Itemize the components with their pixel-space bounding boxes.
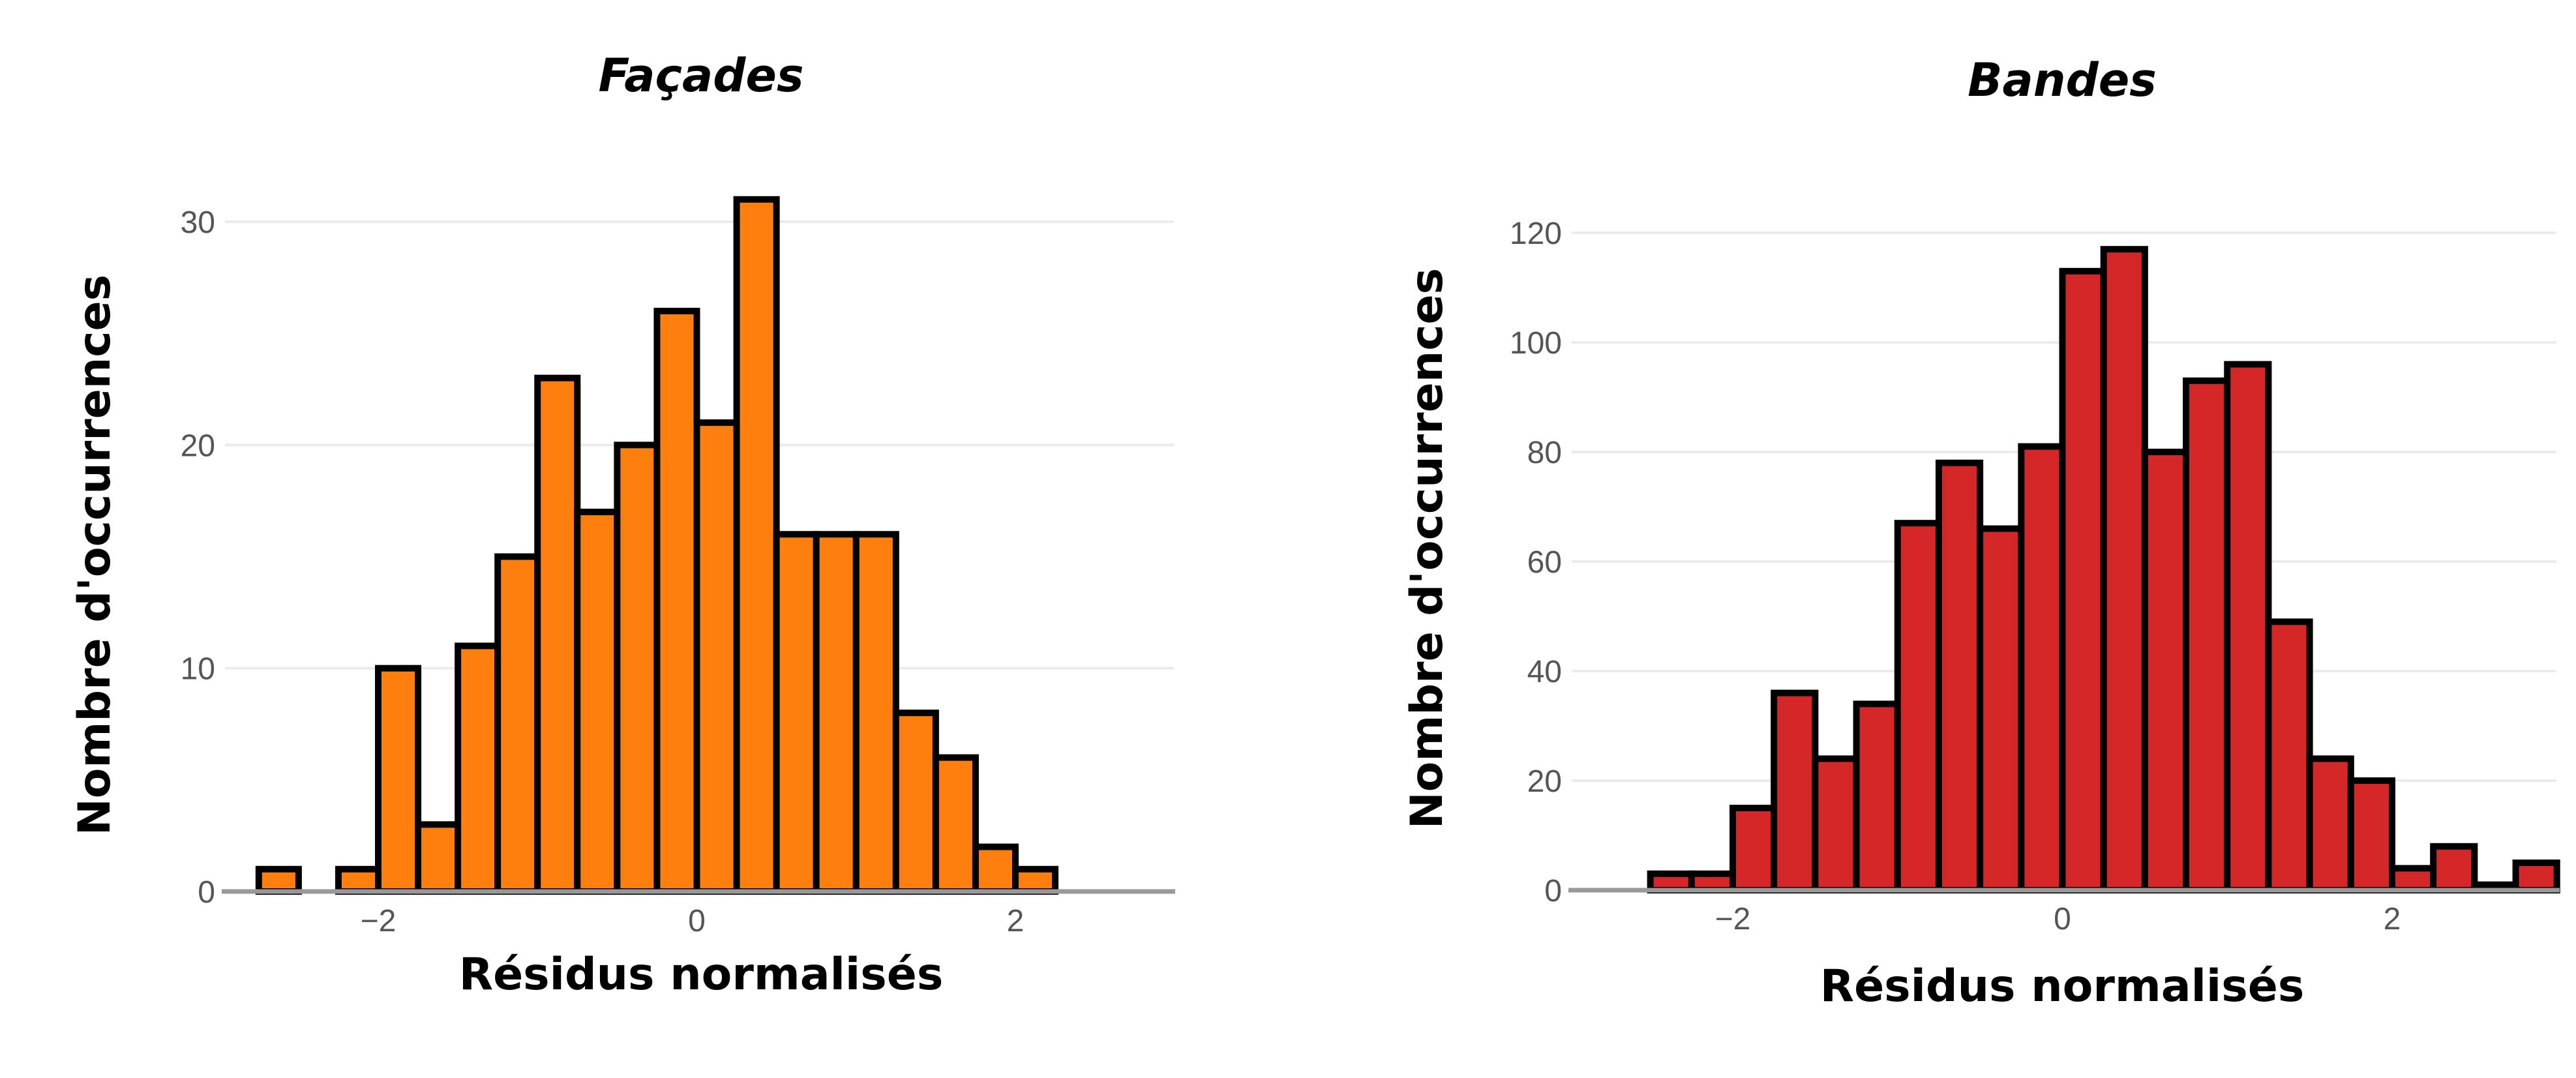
- facades-histogram-bar: [255, 865, 302, 895]
- facades-y-tick-label: 0: [198, 875, 215, 910]
- bandes-y-tick-label: 100: [1510, 326, 1562, 361]
- facades-histogram-bar: [653, 307, 700, 895]
- bandes-histogram-bar: [1812, 755, 1860, 894]
- bandes-y-tick-label: 20: [1527, 764, 1562, 799]
- bandes-histogram-bar: [2141, 449, 2190, 893]
- bandes-histogram-bar: [2224, 361, 2272, 893]
- bandes-histogram-bar: [1935, 459, 1984, 893]
- bandes-y-tick-label: 80: [1527, 436, 1562, 470]
- bandes-histogram-bar: [1688, 870, 1736, 894]
- bandes-histogram-bar: [1771, 689, 1819, 893]
- bandes-panel: Bandes Résidus normalisés Nombre d'occur…: [1401, 53, 2560, 1012]
- bandes-x-tick-label: −2: [1715, 902, 1751, 936]
- bandes-histogram-bar: [2265, 618, 2313, 894]
- facades-histogram-bar: [852, 531, 899, 895]
- facades-histogram-bar: [494, 553, 541, 895]
- bandes-histogram-bar: [1853, 700, 1901, 894]
- bandes-y-tick-label: 40: [1527, 655, 1562, 689]
- facades-histogram-bar: [415, 821, 462, 895]
- facades-histogram-bar: [892, 710, 939, 895]
- facades-histogram-bar: [574, 509, 621, 895]
- bandes-x-tick-label: 0: [2054, 902, 2071, 936]
- facades-y-axis-label: Nombre d'occurrences: [69, 275, 121, 835]
- facades-bars: [222, 196, 1175, 895]
- facades-y-tick-label: 30: [181, 205, 215, 240]
- facades-x-tick-label: −2: [361, 904, 397, 938]
- bandes-histogram-bar: [2389, 865, 2437, 894]
- bandes-bars: [1568, 246, 2560, 894]
- bandes-histogram-bar: [2059, 267, 2107, 893]
- facades-y-tick-label: 20: [181, 428, 215, 463]
- facades-histogram-bar: [773, 531, 820, 895]
- bandes-histogram-bar: [2183, 377, 2231, 893]
- bandes-histogram-bar: [1647, 870, 1695, 894]
- facades-histogram-bar: [733, 196, 780, 895]
- facades-histogram-bar: [534, 374, 581, 895]
- bandes-x-tick-label: 2: [2384, 902, 2401, 936]
- facades-histogram-bar: [455, 642, 502, 895]
- bandes-histogram-bar: [2430, 843, 2478, 894]
- bandes-x-axis-label: Résidus normalisés: [1820, 961, 2305, 1012]
- bandes-tick-labels: 0 20 40 60 80 100 120 −2 0 2: [1510, 217, 2401, 936]
- bandes-histogram-bar: [1977, 525, 2025, 893]
- facades-histogram-bar: [813, 531, 860, 895]
- bandes-histogram-bar: [2347, 777, 2395, 893]
- facades-histogram-bar: [335, 865, 382, 895]
- facades-x-tick-label: 0: [688, 904, 706, 938]
- bandes-y-axis-label: Nombre d'occurrences: [1401, 268, 1453, 829]
- facades-panel: Façades Résidus normalisés Nombre d'occu…: [69, 49, 1175, 1000]
- facades-histogram-bar: [972, 843, 1019, 895]
- bandes-y-tick-label: 0: [1544, 874, 1562, 908]
- bandes-histogram-bar: [2306, 755, 2354, 894]
- bandes-histogram-bar: [2512, 860, 2560, 893]
- facades-histogram-bar: [375, 665, 422, 895]
- facades-histogram-bar: [932, 754, 979, 895]
- facades-histogram-bar: [1012, 865, 1059, 895]
- bandes-y-tick-label: 120: [1510, 217, 1562, 251]
- facades-histogram-bar: [693, 419, 740, 895]
- bandes-histogram-bar: [2018, 443, 2066, 893]
- facades-chart-title: Façades: [599, 49, 804, 102]
- facades-y-tick-label: 10: [181, 652, 215, 687]
- bandes-histogram-bar: [1730, 805, 1778, 893]
- facades-histogram-bar: [614, 442, 661, 895]
- facades-tick-labels: 0 10 20 30 −2 0 2: [181, 205, 1025, 938]
- facades-x-tick-label: 2: [1007, 904, 1025, 938]
- bandes-histogram-bar: [2100, 246, 2148, 893]
- facades-x-axis-label: Résidus normalisés: [459, 949, 944, 1000]
- bandes-histogram-bar: [1894, 520, 1942, 893]
- bandes-y-tick-label: 60: [1527, 545, 1562, 580]
- bandes-chart-title: Bandes: [1968, 53, 2157, 107]
